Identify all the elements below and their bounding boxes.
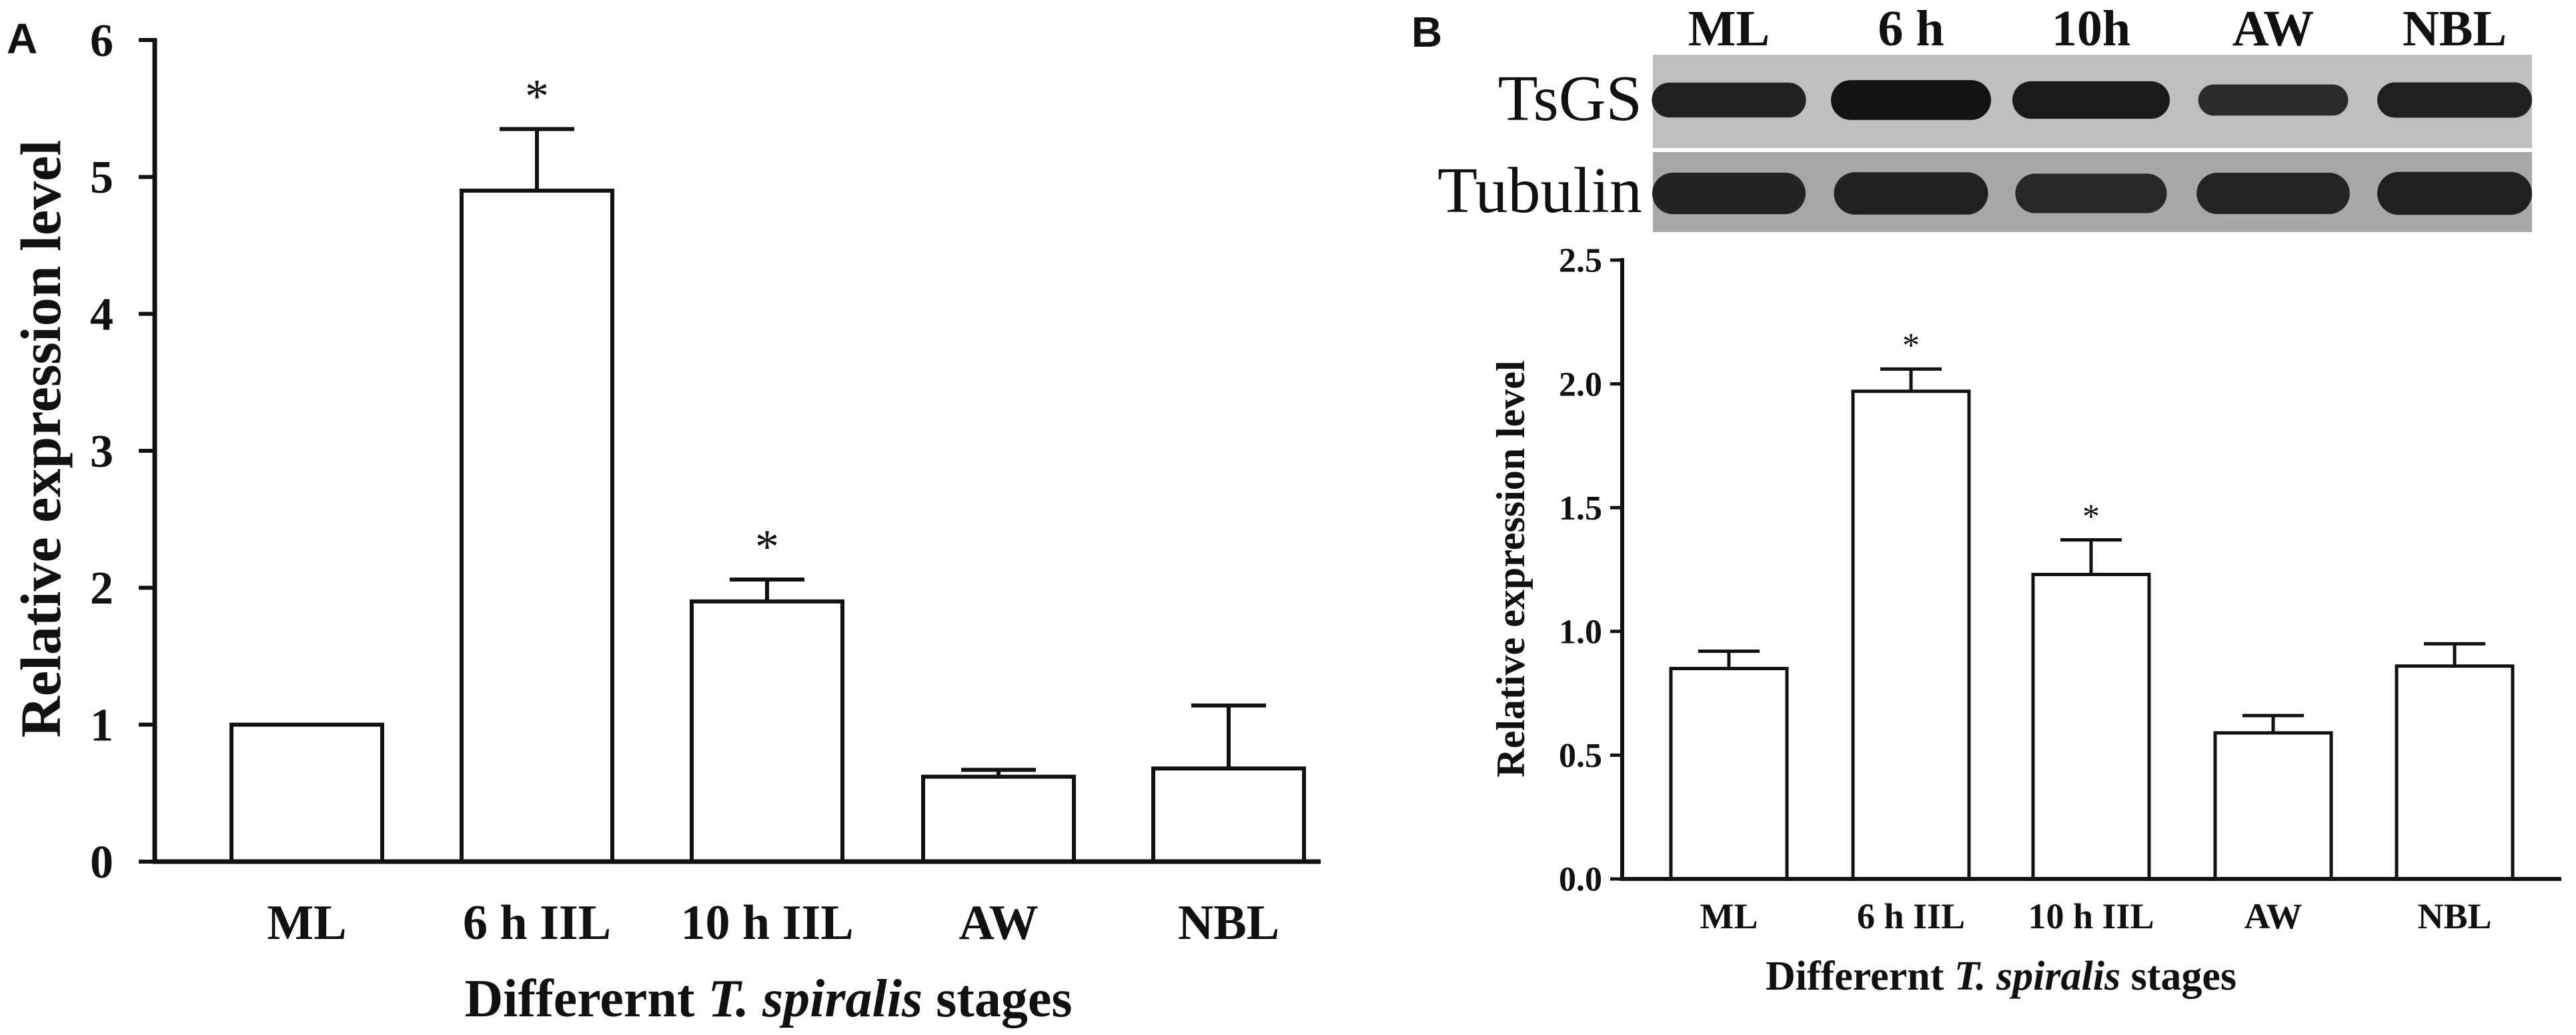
bar-aw: [2213, 731, 2333, 881]
blot-band-tubulin: [2196, 173, 2350, 214]
significance-marker: *: [755, 520, 779, 574]
y-tick-label: 1.5: [1559, 489, 1602, 528]
y-tick-label: 0.5: [1559, 737, 1602, 775]
significance-marker: *: [1902, 327, 1920, 365]
y-tick-label: 6: [90, 15, 113, 67]
bar-ml: [1669, 666, 1789, 881]
x-category-label: AW: [2244, 896, 2302, 936]
blot-band-tsgs: [2377, 82, 2532, 118]
x-category-label: AW: [958, 896, 1038, 950]
panel-b-letter: B: [1411, 8, 1442, 56]
panel-a-category-labels: ML 6 h IIL 10 h IIL AW NBL: [267, 896, 1279, 950]
x-category-label: 6 h IIL: [463, 896, 611, 950]
x-category-label: ML: [267, 896, 346, 950]
y-tick-label: 2.5: [1559, 242, 1602, 280]
x-axis-label-part: T. spiralis: [708, 970, 922, 1028]
x-category-label: ML: [1700, 896, 1758, 936]
x-axis-label-part: T. spiralis: [1954, 954, 2120, 999]
x-axis-label-part: Differernt: [464, 970, 708, 1028]
blot-row-label-tubulin: Tubulin: [1437, 155, 1642, 227]
significance-marker: *: [2082, 497, 2100, 536]
blot-band-tsgs: [2198, 84, 2349, 116]
y-tick-label: 1: [90, 700, 113, 751]
blot-band-tubulin: [2015, 173, 2167, 213]
x-category-label: 6 h IIL: [1857, 896, 1965, 936]
panel-b-category-labels: ML 6 h IIL 10 h IIL AW NBL: [1700, 896, 2492, 936]
y-tick-label: 1.0: [1559, 613, 1602, 651]
y-tick-label: 0.0: [1559, 861, 1602, 899]
y-tick-label: 2.0: [1559, 365, 1602, 403]
panel-b-x-axis-label: Differernt T. spiralis stages: [1766, 954, 2236, 999]
blot-band-tubulin: [1834, 172, 1988, 215]
panel-a-y-ticks: 0 1 2 3 4 5 6: [90, 15, 155, 888]
y-tick-label: 4: [90, 289, 113, 340]
panel-b-y-axis-label: Relative expression level: [1489, 360, 1533, 777]
x-category-label: 10 h IIL: [680, 896, 853, 950]
bar-10-h-iil: [2031, 572, 2151, 881]
bar-nbl: [2395, 664, 2515, 881]
bar-ml: [229, 722, 384, 864]
x-axis-label-part: stages: [922, 970, 1072, 1028]
blot-band-tubulin: [1652, 172, 1806, 215]
blot-band-tsgs: [2012, 81, 2170, 119]
significance-marker: *: [525, 69, 549, 123]
panel-a-y-axis-label: Relative expression level: [9, 140, 73, 738]
blot-band-tubulin: [2377, 171, 2532, 215]
blot-bands: [1652, 80, 2532, 215]
x-category-label: 10 h IIL: [2028, 896, 2154, 936]
bar-6-h-iil: [1851, 389, 1971, 881]
y-tick-label: 3: [90, 426, 113, 477]
blot-lane-labels: ML 6 h 10h AW NBL: [1688, 1, 2507, 57]
panel-a-x-axis-label: Differernt T. spiralis stages: [464, 970, 1072, 1028]
blot-lane-label: 6 h: [1878, 1, 1944, 57]
blot-lane-label: AW: [2232, 1, 2314, 57]
blot-band-tsgs: [1652, 82, 1806, 118]
panel-b-y-ticks: 0.0 0.5 1.0 1.5 2.0 2.5: [1559, 242, 1622, 899]
blot-row-label-tsgs: TsGS: [1498, 63, 1642, 135]
panel-b-bars: **: [1669, 327, 2515, 881]
bar-aw: [921, 774, 1076, 864]
panel-a-bars: **: [229, 69, 1306, 864]
y-tick-label: 2: [90, 563, 113, 614]
panel-b: B ML 6 h 10h AW NBL TsGS Tubulin 0.0 0.5 1.0 1.…: [1411, 1, 2561, 999]
x-category-label: NBL: [2417, 896, 2491, 936]
blot-lane-label: ML: [1688, 1, 1770, 57]
blot-band-tsgs: [1831, 80, 1991, 120]
bar-6-h-iil: [460, 188, 614, 864]
x-axis-label-part: stages: [2120, 954, 2236, 999]
y-tick-label: 0: [90, 837, 113, 888]
y-tick-label: 5: [90, 152, 113, 203]
bar-10-h-iil: [690, 599, 844, 864]
blot-lane-label: 10h: [2052, 1, 2130, 57]
blot-lane-label: NBL: [2403, 1, 2507, 57]
x-axis-label-part: Differernt: [1766, 954, 1954, 999]
western-blot: ML 6 h 10h AW NBL TsGS Tubulin: [1437, 1, 2532, 232]
x-category-label: NBL: [1178, 896, 1279, 950]
panel-a-letter: A: [7, 15, 37, 63]
bar-nbl: [1151, 766, 1306, 864]
